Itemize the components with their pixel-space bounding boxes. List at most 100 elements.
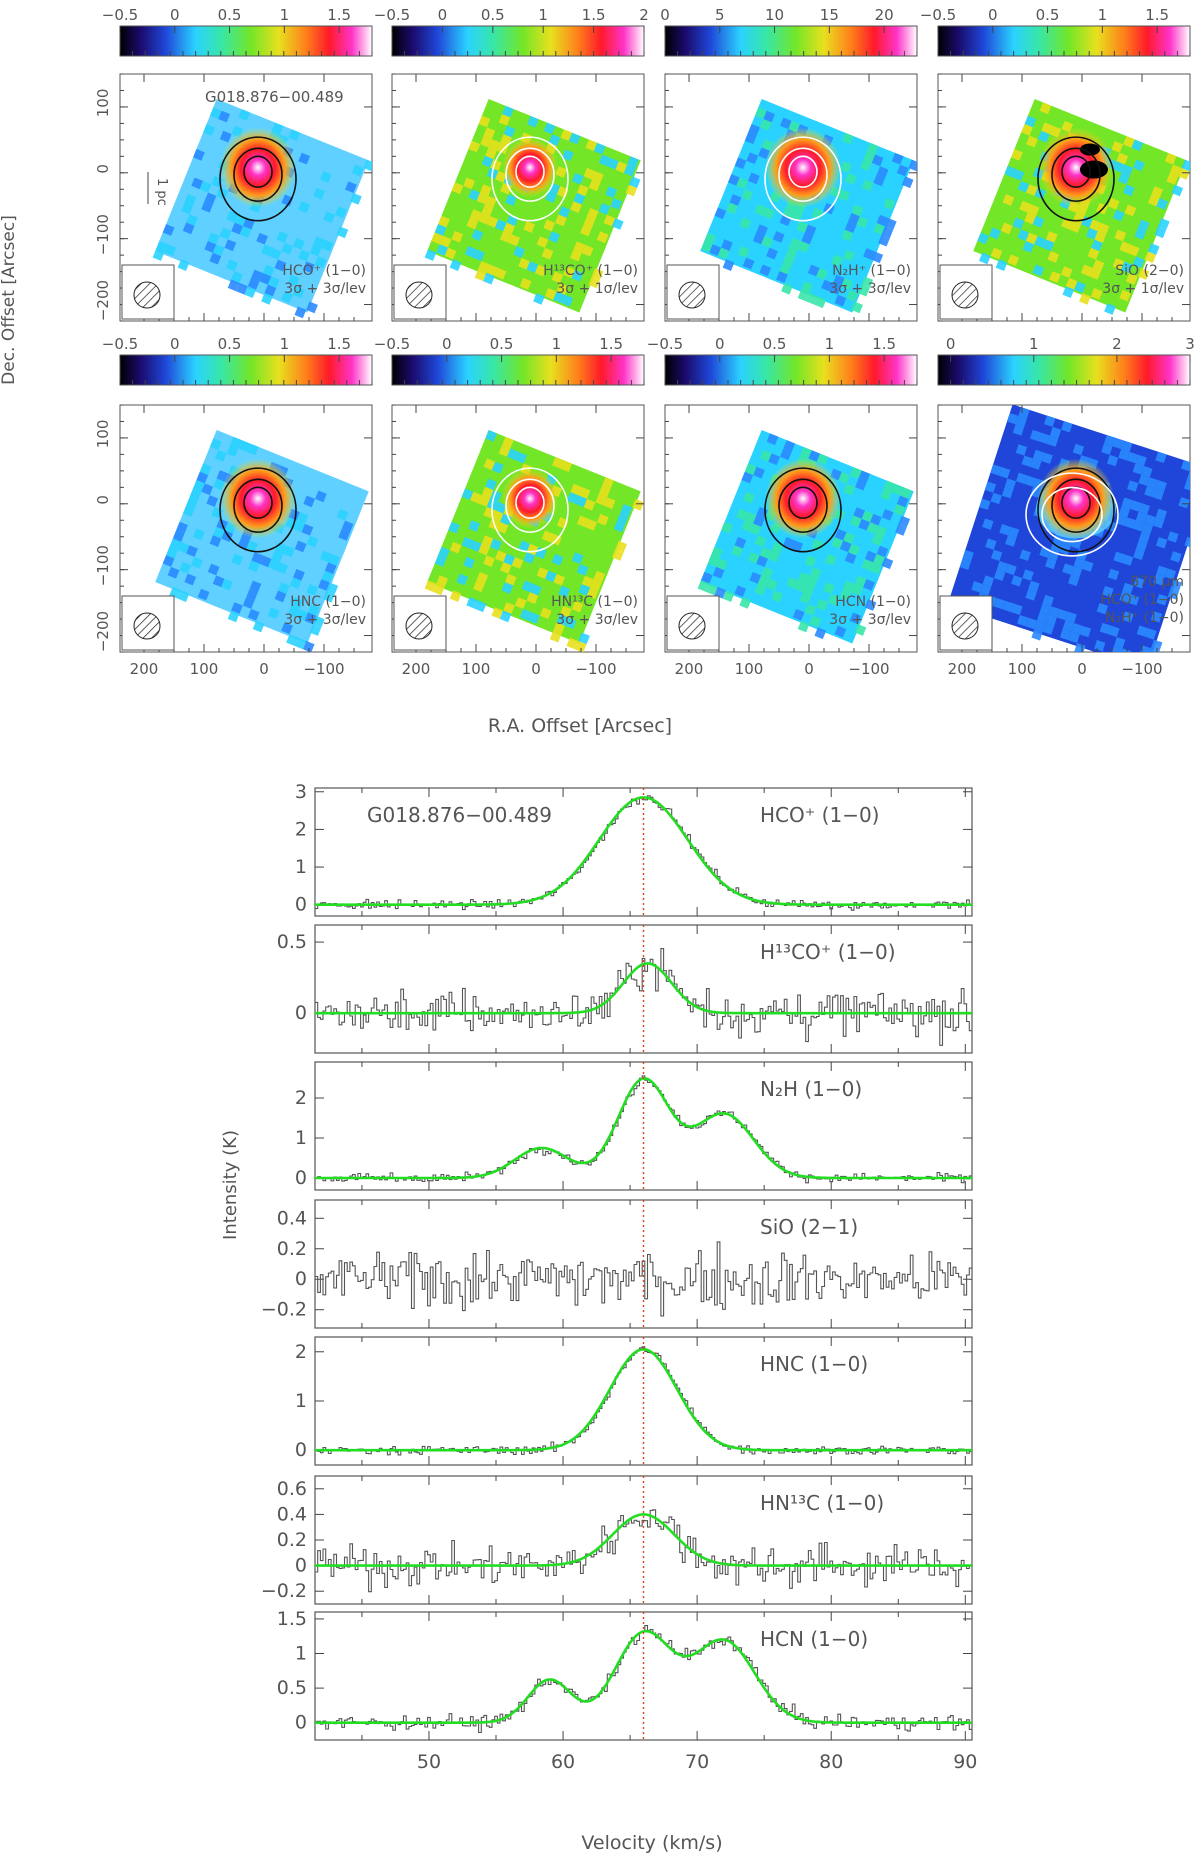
map-pixel [1136,625,1149,637]
map-pixel [1141,466,1153,478]
beam-ellipse [678,281,706,309]
map-pixel [478,543,490,556]
map-pixel [209,252,222,265]
map-pixel [1062,286,1075,298]
map-pixel [768,453,780,466]
map-pixel [563,266,576,279]
colorbar-tick-label: 5 [715,6,725,24]
map-pixel [219,130,232,143]
map-pixel [1005,535,1017,547]
map-pixel [226,259,238,272]
x-tick-label: 0 [259,660,269,678]
map-pixel [611,549,624,561]
map-pixel [999,524,1011,536]
map-pixel [259,272,272,285]
map-pixel [796,221,809,233]
map-pixel [201,200,213,213]
map-pixel [721,521,733,534]
map-pixel [570,249,582,262]
map-pixel [209,107,222,120]
map-pixel [959,558,972,570]
map-pixel [363,159,372,172]
map-pixel [298,201,310,213]
colorbar-tick-label: 0 [170,335,180,353]
map-pixel [553,622,565,635]
map-pixel [749,572,762,584]
y-tick-label: 0.5 [277,931,307,953]
map-pixel [797,241,810,253]
map-pixel [1065,611,1077,624]
y-tick-label: 1 [295,1390,307,1412]
map-pixel [1099,651,1112,652]
map-pixel [476,572,489,584]
map-pixel [513,246,525,258]
map-pixel [521,580,534,593]
map-pixel [1114,229,1127,242]
map-pixel [574,640,587,652]
map-pixel [705,583,718,596]
map-pixel [1056,608,1069,621]
map-pixel [831,254,844,267]
map-pixel [162,224,175,236]
map-pixel [523,552,536,564]
gaussian-fit [315,796,972,906]
map-pixel [1155,451,1167,464]
map-pixel [615,161,628,173]
map-pixel [1099,622,1112,635]
map-pixel [804,555,817,568]
map-pixel [814,627,827,640]
map-pixel [296,512,309,524]
map-pixel [707,555,720,567]
map-pixel [766,433,779,446]
map-pixel [496,142,509,155]
map-pixel [1103,435,1116,447]
map-pixel [849,612,862,625]
map-pixel [581,244,594,257]
contour [788,155,818,188]
spectrum-line-label: HN¹³C (1−0) [760,1491,884,1515]
beam-ellipse [951,612,979,640]
map-pixel [269,247,282,260]
map-pixel [1178,497,1190,509]
map-pixel [841,132,854,145]
map-pixel [570,483,583,496]
map-pixel [1156,594,1168,606]
map-pixel [559,605,572,618]
map-pixel [449,259,462,272]
map-pixel [1065,277,1078,290]
map-pixel [491,461,504,474]
map-pixel [731,545,743,557]
map-pixel [552,456,564,469]
map-pixel [1155,508,1168,520]
map-pixel [586,207,599,220]
map-pixel [287,274,300,287]
spectrum-panel: 0 0.5 1 1.5 HCN (1−0) 50 60 70 80 90 [277,1608,978,1773]
map-pixel [763,110,776,123]
contour [219,136,297,222]
map-pixel [469,540,482,552]
map-pixel [448,521,460,534]
map-pixel [526,543,539,556]
gaussian-fit [315,1629,972,1724]
map-panel: 0 1 2 3 200 100 0 −100 870 μm HCO⁺ (1−0) N₂H⁺ (1−0… [937,335,1195,678]
map-pixel [794,580,807,593]
map-pixel [536,567,549,579]
map-pixel [236,282,248,295]
map-pixel [839,540,852,553]
map-pixel [620,503,633,516]
map-pixel [721,239,733,251]
map-panel: −0.5 0 0.5 1 1.5 100 0 −100 −200 G018.876−00.489 1… [94,6,373,322]
map-pixel [585,139,598,152]
map-pixel [1133,159,1145,172]
source-label: G018.876−00.489 [205,88,344,106]
colorbar-tick-label: 1 [1029,335,1039,353]
map-pixel [483,555,495,568]
map-pixel [463,556,475,569]
map-pixel [984,481,997,493]
map-pixel [350,193,362,205]
map-pixel [281,622,293,635]
map-pixel [697,580,710,592]
maps-xlabel: R.A. Offset [Arcsec] [488,715,672,737]
x-tick-label: 100 [735,660,764,678]
map-pixel [1042,594,1054,607]
